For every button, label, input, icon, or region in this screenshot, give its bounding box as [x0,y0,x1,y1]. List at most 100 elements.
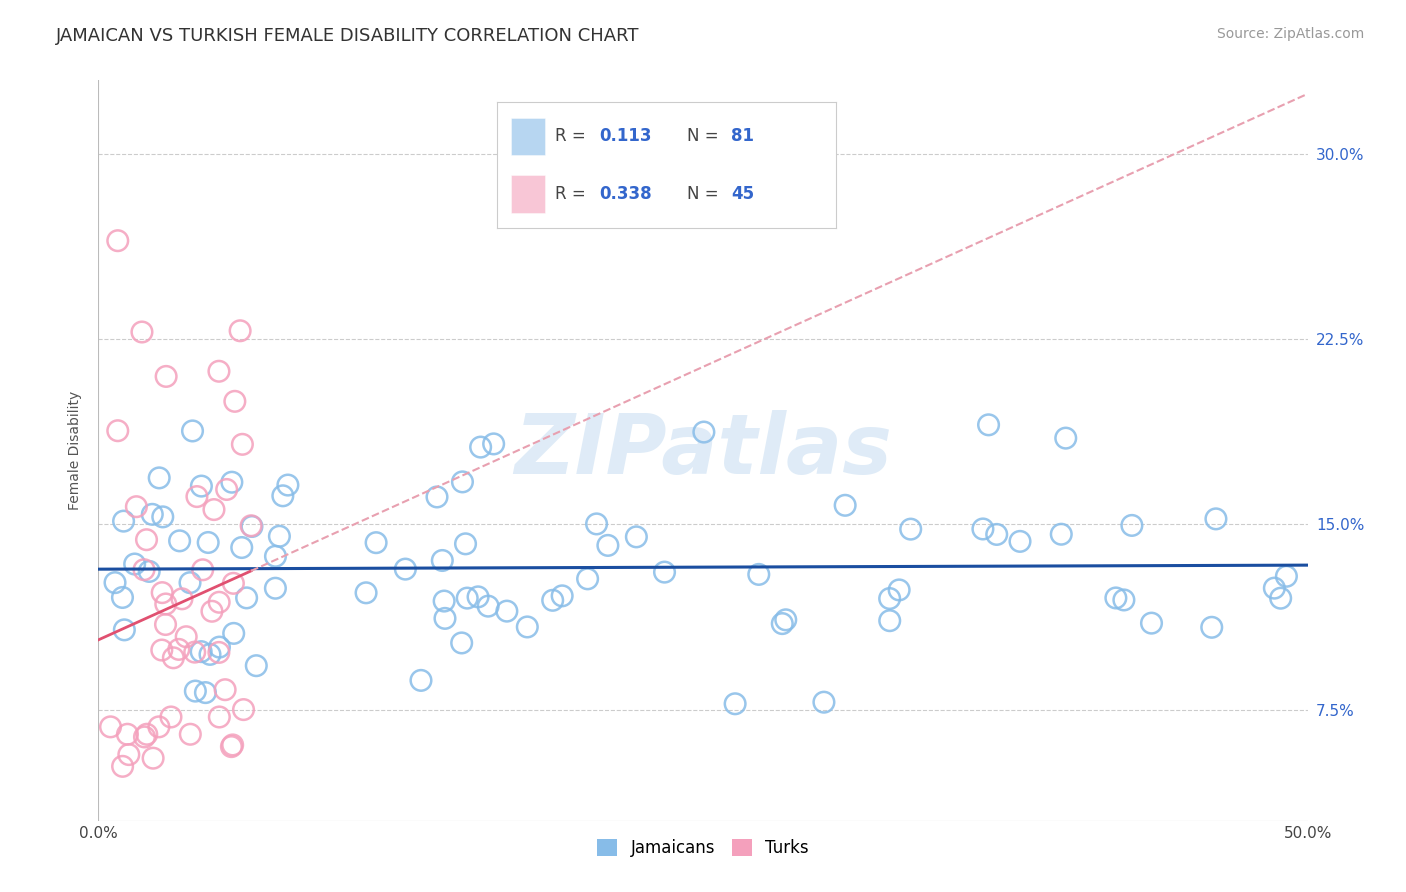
Point [111,591,134,605]
Point [264,581,287,595]
Point [221,738,243,752]
Point [354,586,377,600]
Point [181,424,204,438]
Point [986,527,1008,541]
Point [495,604,517,618]
Point [1140,616,1163,631]
Point [222,576,245,591]
Point [775,613,797,627]
Point [224,394,246,409]
Point [155,369,177,384]
Point [131,325,153,339]
Legend: Jamaicans, Turks: Jamaicans, Turks [591,832,815,864]
Point [141,508,163,522]
Text: ZIPatlas: ZIPatlas [515,410,891,491]
Point [118,747,141,762]
Text: Source: ZipAtlas.com: Source: ZipAtlas.com [1216,27,1364,41]
Point [596,538,619,552]
Point [654,565,676,579]
Point [112,514,135,528]
Point [551,589,574,603]
Point [117,727,139,741]
Point [1263,581,1285,595]
Point [451,475,474,489]
Point [179,575,201,590]
Point [245,658,267,673]
Point [183,645,205,659]
Point [229,324,252,338]
Point [208,645,231,659]
Point [450,636,472,650]
Point [208,595,231,609]
Point [394,562,416,576]
Point [482,437,505,451]
Point [1201,620,1223,634]
Point [585,516,607,531]
Point [186,490,208,504]
Point [271,489,294,503]
Point [269,529,291,543]
Point [191,563,214,577]
Y-axis label: Female Disability: Female Disability [67,391,82,510]
Point [169,533,191,548]
Point [208,364,231,378]
Point [456,591,478,606]
Point [516,620,538,634]
Point [426,490,449,504]
Point [150,643,173,657]
Point [240,519,263,533]
Point [813,695,835,709]
Point [221,739,243,754]
Point [190,479,212,493]
Point [1121,518,1143,533]
Point [155,597,177,611]
Point [148,720,170,734]
Point [900,522,922,536]
Point [100,720,122,734]
Point [221,475,243,490]
Point [1205,512,1227,526]
Point [724,697,747,711]
Point [198,648,221,662]
Point [231,541,253,555]
Point [174,630,197,644]
Point [1105,591,1128,605]
Point [231,437,253,451]
Point [135,533,157,547]
Point [1054,431,1077,445]
Point [409,673,432,688]
Point [222,626,245,640]
Point [124,557,146,571]
Point [107,234,129,248]
Point [138,833,160,847]
Point [693,425,716,439]
Point [107,424,129,438]
Point [1112,593,1135,607]
Point [432,553,454,567]
Point [125,500,148,514]
Point [208,640,231,654]
Point [184,684,207,698]
Point [1270,591,1292,606]
Point [770,616,793,631]
Point [433,594,456,608]
Point [208,710,231,724]
Point [167,642,190,657]
Point [138,565,160,579]
Point [135,727,157,741]
Point [977,417,1000,432]
Point [197,535,219,549]
Point [467,590,489,604]
Point [364,535,387,549]
Point [214,682,236,697]
Point [433,611,456,625]
Point [1008,534,1031,549]
Point [576,572,599,586]
Point [194,685,217,699]
Point [190,645,212,659]
Point [104,575,127,590]
Point [215,483,238,497]
Text: JAMAICAN VS TURKISH FEMALE DISABILITY CORRELATION CHART: JAMAICAN VS TURKISH FEMALE DISABILITY CO… [56,27,640,45]
Point [179,727,201,741]
Point [889,582,911,597]
